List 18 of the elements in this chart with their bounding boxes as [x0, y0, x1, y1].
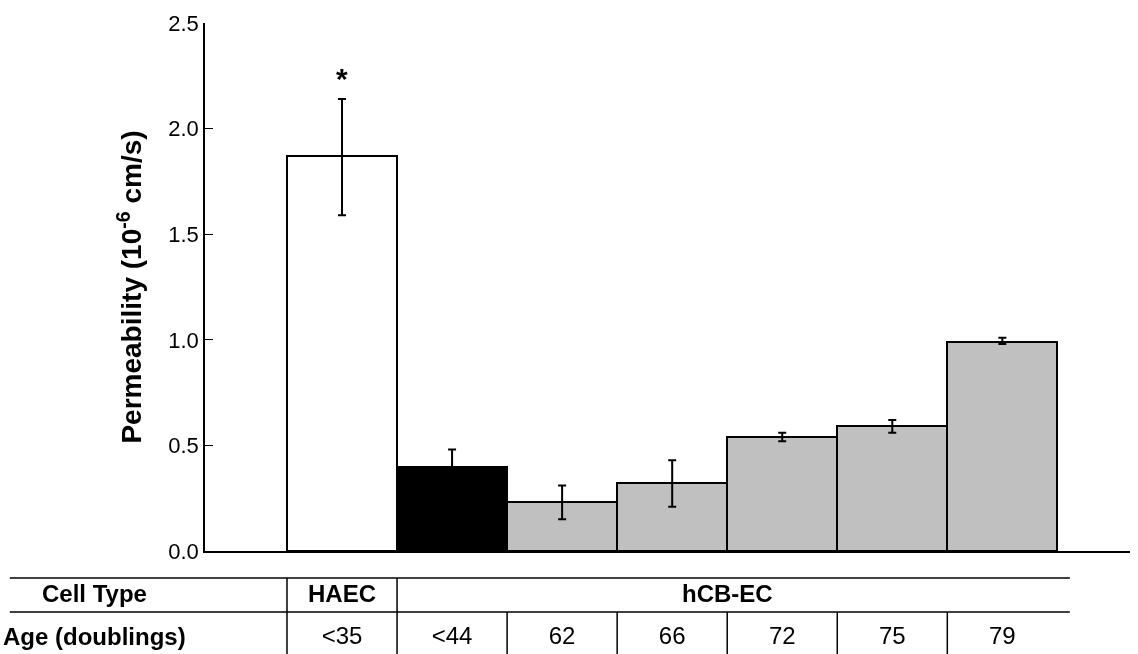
x-tick-label: 66 [658, 621, 686, 649]
y-tick-label: 0.5 [168, 433, 199, 459]
text: Cell Type [42, 580, 147, 607]
y-tick-label: 0.0 [168, 538, 199, 564]
x-tick-label: 75 [878, 621, 906, 649]
x-tick-label: 62 [548, 621, 576, 649]
text: HAEC [308, 580, 377, 607]
text: hCB-EC [682, 580, 773, 607]
x-tick-label: <35 [321, 621, 363, 649]
x-tick-label: 72 [768, 621, 796, 649]
y-tick-label: 2.0 [168, 116, 199, 142]
x-tick-label: <44 [431, 621, 473, 649]
y-tick-label: 1.0 [168, 327, 199, 353]
y-tick-label: 2.5 [168, 10, 199, 36]
x-axis-title: Age (doublings) [3, 623, 186, 650]
x-tick-label: 79 [988, 621, 1016, 649]
y-tick-label: 1.5 [168, 221, 199, 247]
annotation: * [336, 62, 348, 95]
